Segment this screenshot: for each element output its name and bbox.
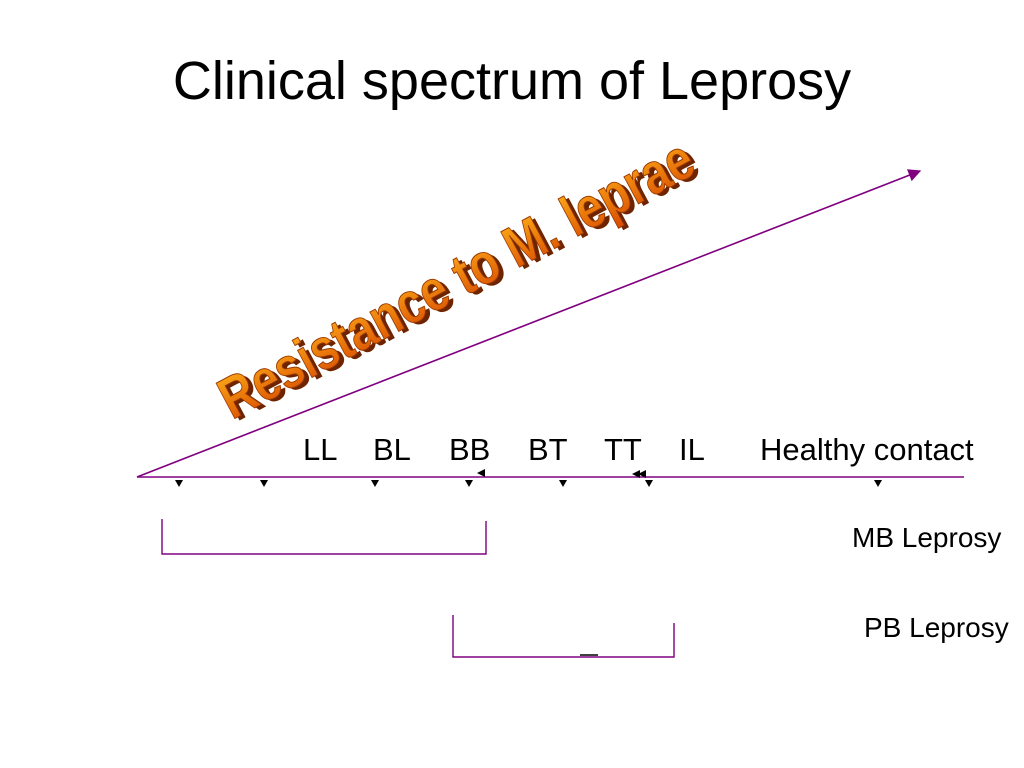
- tick-marker: [645, 480, 653, 487]
- stage-label-tt: TT: [604, 432, 642, 467]
- mb-bracket: [161, 519, 487, 555]
- stage-label-healthy-contact: Healthy contact: [760, 432, 974, 467]
- tick-marker: [371, 480, 379, 487]
- stage-label-ll: LL: [303, 432, 338, 467]
- stage-label-bt: BT: [528, 432, 568, 467]
- tick-marker: [260, 480, 268, 487]
- pb-bracket: [452, 615, 675, 658]
- resistance-wordart: Resistance to M. leprae: [208, 127, 705, 432]
- stage-label-il: IL: [679, 432, 705, 467]
- mb-leprosy-label: MB Leprosy: [852, 522, 1002, 553]
- tick-marker: [632, 470, 640, 478]
- tick-marker: [559, 480, 567, 487]
- stage-label-bl: BL: [373, 432, 411, 467]
- pb-leprosy-label: PB Leprosy: [864, 612, 1009, 643]
- tick-marker: [477, 469, 485, 477]
- stage-label-bb: BB: [449, 432, 491, 467]
- tick-marker: [175, 480, 183, 487]
- resistance-arrow: [136, 169, 922, 478]
- tick-markers: [175, 469, 882, 487]
- tick-marker: [638, 470, 646, 478]
- tick-marker: [874, 480, 882, 487]
- slide-title: Clinical spectrum of Leprosy: [172, 51, 852, 111]
- tick-marker: [465, 480, 473, 487]
